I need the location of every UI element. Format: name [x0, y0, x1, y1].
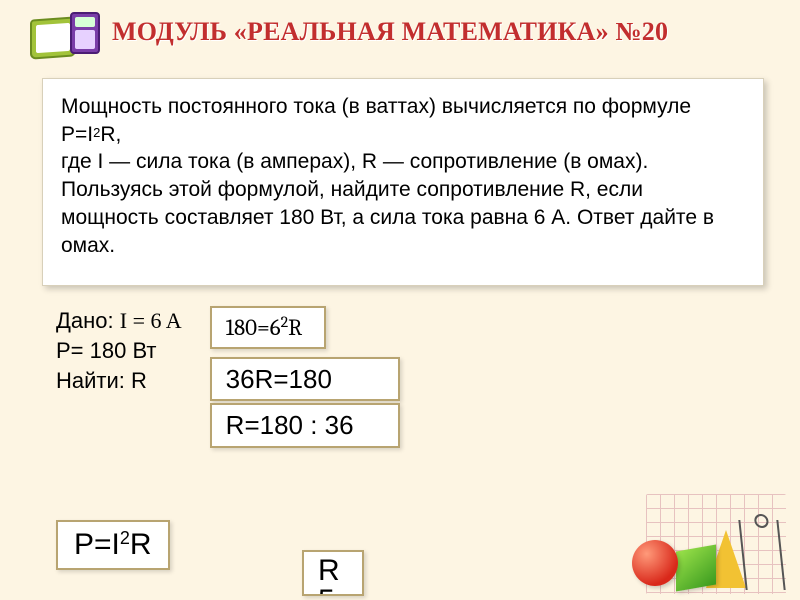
eq1b: R	[288, 314, 302, 341]
equation-2: 36R=180	[210, 357, 400, 402]
formula-a: P=I	[74, 528, 120, 561]
given-find: Найти: R	[56, 368, 147, 393]
answer-var: R	[318, 554, 340, 587]
calc-column: 180=62R 36R=180 R=180 : 36	[210, 306, 400, 447]
problem-statement: Мощность постоянного тока (в ваттах) выч…	[42, 78, 764, 286]
formula-exp: 2	[120, 528, 130, 548]
slide: МОДУЛЬ «РЕАЛЬНАЯ МАТЕМАТИКА» №20 Мощност…	[0, 0, 800, 600]
eq1a: 180=6	[226, 314, 281, 341]
answer-val: 5	[318, 584, 335, 596]
eq2-text: 36R=180	[226, 364, 332, 394]
problem-line2: где I — сила тока (в амперах), R — сопро…	[61, 150, 714, 256]
given-block: Дано: I = 6 A P= 180 Вт Найти: R	[56, 306, 182, 447]
eq3-text: R=180 : 36	[226, 410, 354, 440]
answer-box: R 5	[302, 550, 364, 596]
equation-1: 180=62R	[210, 306, 327, 348]
slide-title: МОДУЛЬ «РЕАЛЬНАЯ МАТЕМАТИКА» №20	[112, 12, 668, 47]
given-power: P= 180 Вт	[56, 338, 156, 363]
work-area: Дано: I = 6 A P= 180 Вт Найти: R 180=62R…	[56, 306, 770, 447]
problem-line1a: Мощность постоянного тока (в ваттах) выч…	[61, 95, 691, 146]
formula-box: P=I2R	[56, 520, 170, 570]
given-label: Дано:	[56, 308, 120, 333]
given-current: I = 6 A	[120, 308, 182, 333]
math-book-calculator-icon	[30, 12, 100, 68]
formula-b: R	[130, 528, 152, 561]
equation-3: R=180 : 36	[210, 403, 400, 448]
header: МОДУЛЬ «РЕАЛЬНАЯ МАТЕМАТИКА» №20	[30, 12, 770, 68]
corner-shapes-icon	[626, 474, 786, 594]
problem-line1b: R,	[100, 123, 121, 146]
